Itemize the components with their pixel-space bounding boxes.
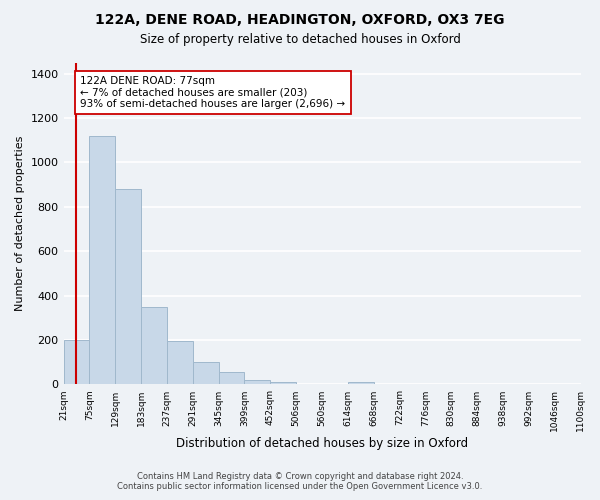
- X-axis label: Distribution of detached houses by size in Oxford: Distribution of detached houses by size …: [176, 437, 468, 450]
- Text: Contains HM Land Registry data © Crown copyright and database right 2024.
Contai: Contains HM Land Registry data © Crown c…: [118, 472, 482, 491]
- Text: 122A, DENE ROAD, HEADINGTON, OXFORD, OX3 7EG: 122A, DENE ROAD, HEADINGTON, OXFORD, OX3…: [95, 12, 505, 26]
- Bar: [141, 306, 167, 384]
- Bar: [218, 372, 244, 384]
- Bar: [89, 136, 115, 384]
- Y-axis label: Number of detached properties: Number of detached properties: [15, 136, 25, 311]
- Bar: [244, 380, 271, 384]
- Text: 122A DENE ROAD: 77sqm
← 7% of detached houses are smaller (203)
93% of semi-deta: 122A DENE ROAD: 77sqm ← 7% of detached h…: [80, 76, 346, 109]
- Bar: [271, 382, 296, 384]
- Bar: [348, 382, 374, 384]
- Bar: [193, 362, 218, 384]
- Text: Size of property relative to detached houses in Oxford: Size of property relative to detached ho…: [140, 32, 460, 46]
- Bar: [167, 341, 193, 384]
- Bar: [64, 340, 89, 384]
- Bar: [115, 189, 141, 384]
